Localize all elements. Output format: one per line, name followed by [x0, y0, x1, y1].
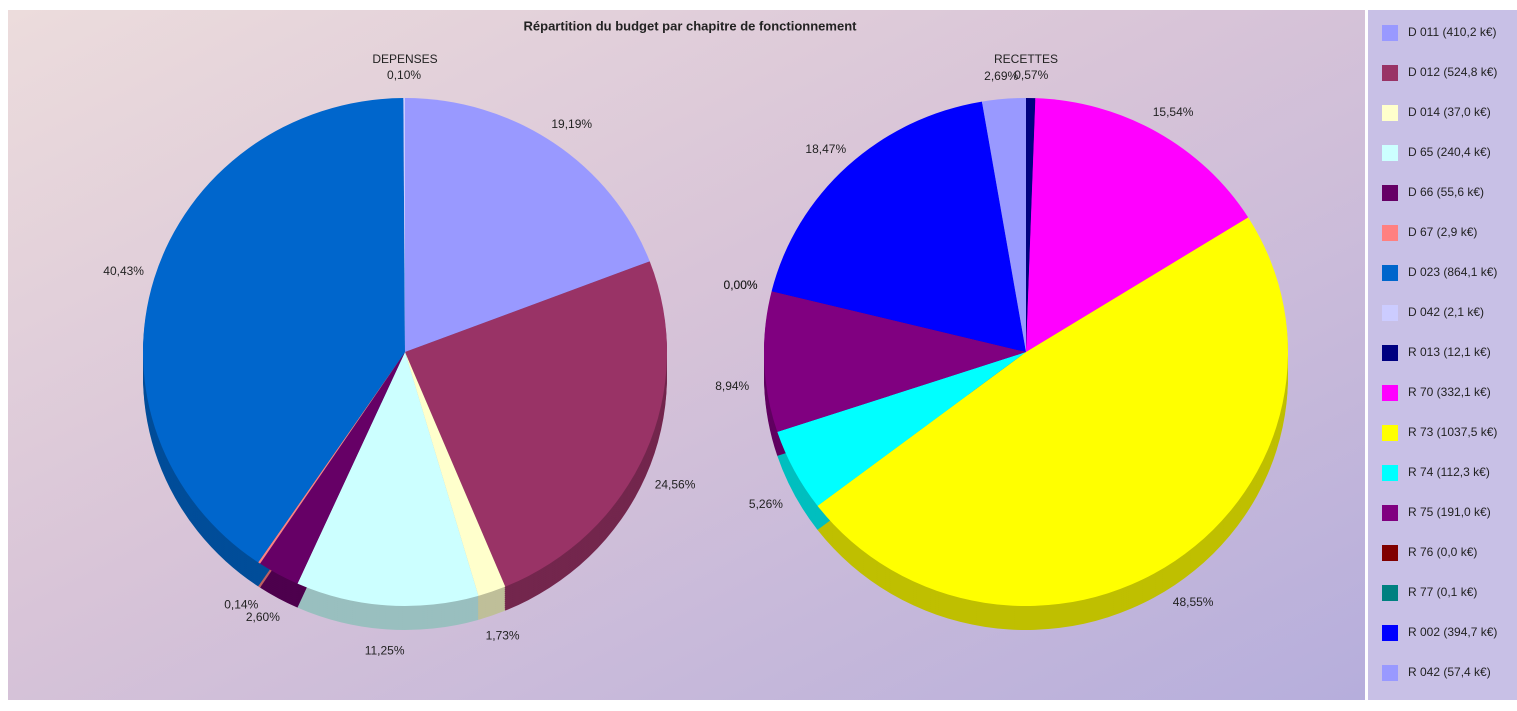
legend-swatch [1382, 225, 1398, 241]
legend-label: D 014 (37,0 k€) [1408, 105, 1491, 119]
slice [297, 352, 479, 606]
data-label: 5,26% [749, 497, 783, 511]
pie-title: RECETTES [994, 52, 1058, 66]
data-label: 8,94% [715, 379, 749, 393]
data-label: 19,19% [551, 117, 592, 131]
chart-title: Répartition du budget par chapitre de fo… [524, 18, 858, 33]
legend-label: D 011 (410,2 k€) [1408, 25, 1497, 39]
slice [405, 261, 667, 587]
data-label: 11,25% [365, 644, 405, 658]
legend-label: D 65 (240,4 k€) [1408, 145, 1491, 159]
legend-swatch [1382, 425, 1398, 441]
data-label: 2,69% [984, 69, 1018, 83]
legend-swatch [1382, 545, 1398, 561]
legend-swatch [1382, 145, 1398, 161]
legend-label: R 76 (0,0 k€) [1408, 545, 1477, 559]
pie-tops [763, 98, 1288, 607]
legend-label: D 023 (864,1 k€) [1408, 265, 1497, 279]
slice [403, 98, 405, 352]
legend-swatch [1382, 665, 1398, 681]
legend-swatch [1382, 25, 1398, 41]
slice [817, 217, 1288, 607]
legend-label: R 013 (12,1 k€) [1408, 345, 1491, 359]
data-label: 0,10% [387, 68, 421, 82]
slice [405, 98, 650, 352]
legend-label: R 042 (57,4 k€) [1408, 665, 1491, 679]
slice [260, 352, 405, 584]
slice [405, 352, 506, 596]
legend-label: D 66 (55,6 k€) [1408, 185, 1484, 199]
slice [258, 352, 405, 564]
legend-swatch [1382, 305, 1398, 321]
slice [1026, 98, 1036, 352]
slice [777, 352, 1026, 506]
legend-label: D 67 (2,9 k€) [1408, 225, 1477, 239]
slice [1026, 98, 1249, 352]
legend-label: R 75 (191,0 k€) [1408, 505, 1491, 519]
legend-swatch [1382, 385, 1398, 401]
legend-swatch [1382, 185, 1398, 201]
legend-swatch [1382, 505, 1398, 521]
legend-swatch [1382, 465, 1398, 481]
legend-label: D 012 (524,8 k€) [1408, 65, 1497, 79]
data-label: 15,54% [1153, 105, 1194, 119]
legend-swatch [1382, 625, 1398, 641]
legend-swatch [1382, 345, 1398, 361]
data-label: 48,55% [1173, 595, 1214, 609]
pie-tops [142, 98, 667, 606]
data-label: 18,47% [805, 142, 846, 156]
data-label: 0,57% [1014, 68, 1048, 82]
data-label: 24,56% [655, 477, 696, 491]
slice [763, 291, 1026, 432]
data-label: 0,00% [724, 278, 758, 292]
legend-label: R 74 (112,3 k€) [1408, 465, 1490, 479]
legend-swatch [1382, 585, 1398, 601]
legend-label: R 77 (0,1 k€) [1408, 585, 1477, 599]
legend-swatch [1382, 265, 1398, 281]
legend-label: R 70 (332,1 k€) [1408, 385, 1491, 399]
pie-title: DEPENSES [372, 52, 437, 66]
data-label: 1,73% [486, 629, 520, 643]
legend-label: R 73 (1037,5 k€) [1408, 425, 1497, 439]
data-label: 0,14% [224, 597, 258, 611]
slice [981, 98, 1026, 352]
legend: D 011 (410,2 k€) D 012 (524,8 k€) D 014 (3… [1382, 25, 1497, 681]
slice [142, 98, 405, 563]
pies: DEPENSES 19,19% 24,56% 1,73% 11,25% 2,60%0,14… [103, 52, 1288, 658]
legend-label: R 002 (394,7 k€) [1408, 625, 1497, 639]
data-label: 0,00% [724, 278, 758, 292]
legend-swatch [1382, 105, 1398, 121]
data-label: 2,60% [246, 610, 280, 624]
legend-label: D 042 (2,1 k€) [1408, 305, 1484, 319]
slice [771, 101, 1026, 352]
legend-swatch [1382, 65, 1398, 81]
data-label: 40,43% [103, 264, 144, 278]
